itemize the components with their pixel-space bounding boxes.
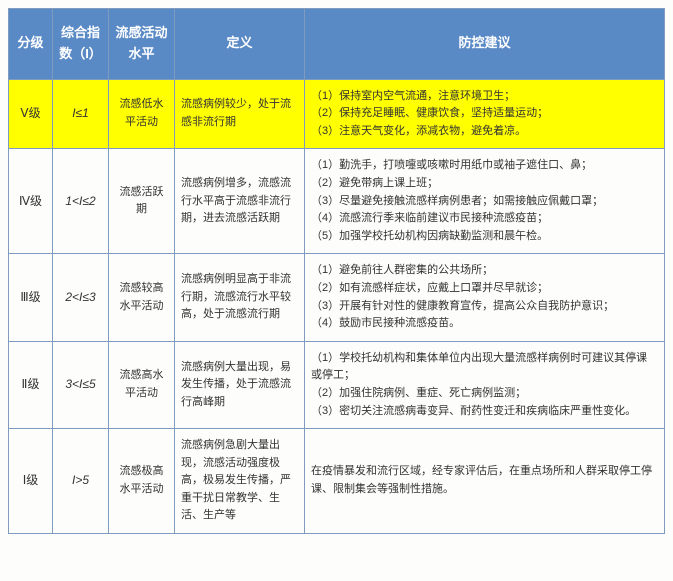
cell-index: 1<I≤2 [53,149,109,254]
cell-level: Ⅲ级 [9,254,53,341]
suggestion-list: （1）保持室内空气流通，注意环境卫生；（2）保持充足睡眠、健康饮食，坚持适量运动… [311,88,658,141]
table-row: Ⅴ级I≤1流感低水平活动流感病例较少，处于流感非流行期（1）保持室内空气流通，注… [9,79,665,149]
table-row: Ⅳ级1<I≤2流感活跃期流感病例增多，流感流行水平高于流感非流行期，进去流感活跃… [9,149,665,254]
suggestion-item: （3）注意天气变化，添减衣物，避免着凉。 [311,123,658,141]
suggestion-item: （1）保持室内空气流通，注意环境卫生； [311,88,658,106]
suggestion-list: （1）学校托幼机构和集体单位内出现大量流感样病例时可建议其停课或停工；（2）加强… [311,350,658,420]
cell-activity: 流感极高水平活动 [109,429,175,534]
cell-index: I≤1 [53,79,109,149]
cell-activity: 流感活跃期 [109,149,175,254]
cell-level: Ⅰ级 [9,429,53,534]
cell-index: I>5 [53,429,109,534]
cell-activity: 流感较高水平活动 [109,254,175,341]
cell-suggestion: （1）学校托幼机构和集体单位内出现大量流感样病例时可建议其停课或停工；（2）加强… [305,341,665,428]
cell-suggestion: （1）避免前往人群密集的公共场所；（2）如有流感样症状，应戴上口罩并尽早就诊；（… [305,254,665,341]
table-row: Ⅰ级I>5流感极高水平活动流感病例急剧大量出现，流感活动强度极高，极易发生传播，… [9,429,665,534]
flu-level-table: 分级 综合指数（I） 流感活动水平 定义 防控建议 Ⅴ级I≤1流感低水平活动流感… [8,8,665,534]
cell-level: Ⅱ级 [9,341,53,428]
suggestion-item: （3）密切关注流感病毒变异、耐药性变迁和疾病临床严重性变化。 [311,403,658,421]
suggestion-item: （2）避免带病上课上班； [311,175,658,193]
suggestion-item: 在疫情暴发和流行区域，经专家评估后，在重点场所和人群采取停工停课、限制集会等强制… [311,463,658,498]
header-level: 分级 [9,9,53,80]
cell-definition: 流感病例急剧大量出现，流感活动强度极高，极易发生传播，严重干扰日常教学、生活、生… [175,429,305,534]
cell-index: 2<I≤3 [53,254,109,341]
cell-definition: 流感病例明显高于非流行期，流感流行水平较高，处于流感流行期 [175,254,305,341]
cell-suggestion: （1）保持室内空气流通，注意环境卫生；（2）保持充足睡眠、健康饮食，坚持适量运动… [305,79,665,149]
cell-suggestion: 在疫情暴发和流行区域，经专家评估后，在重点场所和人群采取停工停课、限制集会等强制… [305,429,665,534]
table-header-row: 分级 综合指数（I） 流感活动水平 定义 防控建议 [9,9,665,80]
suggestion-item: （5）加强学校托幼机构因病缺勤监测和晨午检。 [311,228,658,246]
cell-level: Ⅴ级 [9,79,53,149]
suggestion-item: （4）鼓励市民接种流感疫苗。 [311,315,658,333]
suggestion-list: （1）避免前往人群密集的公共场所；（2）如有流感样症状，应戴上口罩并尽早就诊；（… [311,262,658,332]
cell-suggestion: （1）勤洗手，打喷嚏或咳嗽时用纸巾或袖子遮住口、鼻；（2）避免带病上课上班；（3… [305,149,665,254]
header-definition: 定义 [175,9,305,80]
header-activity: 流感活动水平 [109,9,175,80]
suggestion-item: （1）避免前往人群密集的公共场所； [311,262,658,280]
suggestion-list: 在疫情暴发和流行区域，经专家评估后，在重点场所和人群采取停工停课、限制集会等强制… [311,463,658,498]
suggestion-list: （1）勤洗手，打喷嚏或咳嗽时用纸巾或袖子遮住口、鼻；（2）避免带病上课上班；（3… [311,157,658,245]
cell-definition: 流感病例较少，处于流感非流行期 [175,79,305,149]
suggestion-item: （2）加强住院病例、重症、死亡病例监测； [311,385,658,403]
suggestion-item: （1）学校托幼机构和集体单位内出现大量流感样病例时可建议其停课或停工； [311,350,658,385]
cell-activity: 流感低水平活动 [109,79,175,149]
cell-index: 3<I≤5 [53,341,109,428]
header-suggestion: 防控建议 [305,9,665,80]
cell-level: Ⅳ级 [9,149,53,254]
header-index: 综合指数（I） [53,9,109,80]
suggestion-item: （4）流感流行季来临前建议市民接种流感疫苗； [311,210,658,228]
table-row: Ⅲ级2<I≤3流感较高水平活动流感病例明显高于非流行期，流感流行水平较高，处于流… [9,254,665,341]
cell-activity: 流感高水平活动 [109,341,175,428]
suggestion-item: （2）如有流感样症状，应戴上口罩并尽早就诊； [311,280,658,298]
table-row: Ⅱ级3<I≤5流感高水平活动流感病例大量出现，易发生传播，处于流感流行高峰期（1… [9,341,665,428]
cell-definition: 流感病例大量出现，易发生传播，处于流感流行高峰期 [175,341,305,428]
suggestion-item: （3）尽量避免接触流感样病例患者；如需接触应佩戴口罩； [311,193,658,211]
suggestion-item: （3）开展有针对性的健康教育宣传，提高公众自我防护意识； [311,298,658,316]
suggestion-item: （2）保持充足睡眠、健康饮食，坚持适量运动； [311,105,658,123]
suggestion-item: （1）勤洗手，打喷嚏或咳嗽时用纸巾或袖子遮住口、鼻； [311,157,658,175]
cell-definition: 流感病例增多，流感流行水平高于流感非流行期，进去流感活跃期 [175,149,305,254]
